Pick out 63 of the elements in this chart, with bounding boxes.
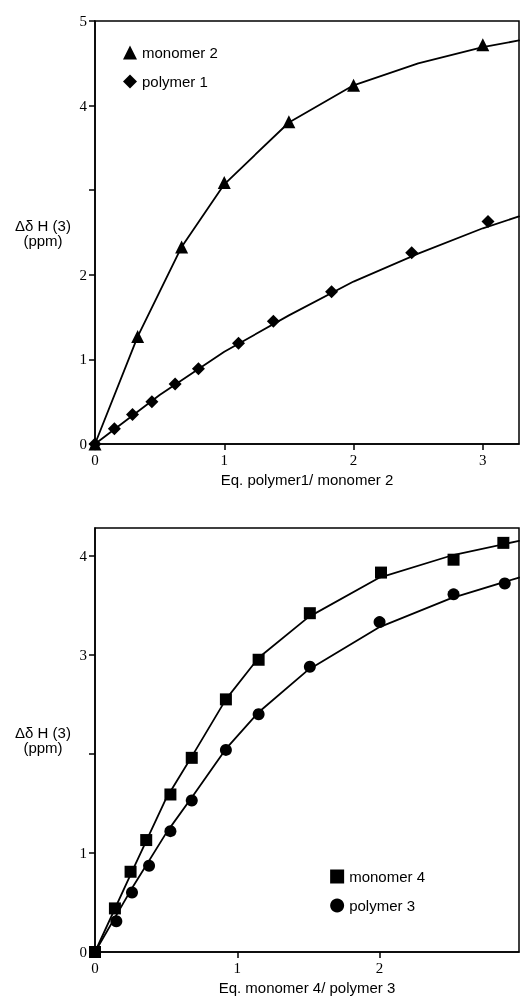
point	[481, 215, 495, 228]
y-axis-title: Δδ H (3) (ppm)	[15, 216, 71, 249]
point	[124, 865, 137, 878]
legend-label: monomer 2	[142, 44, 218, 61]
point	[303, 660, 316, 673]
y-tick-label: 2	[79, 266, 87, 283]
point	[252, 708, 265, 721]
point	[282, 115, 296, 129]
point	[219, 693, 232, 706]
point	[252, 653, 265, 666]
point	[143, 859, 156, 872]
point	[217, 176, 231, 190]
x-tick-label: 0	[91, 451, 99, 468]
point	[168, 377, 182, 391]
point	[191, 362, 205, 376]
point	[325, 285, 339, 299]
point	[140, 834, 153, 847]
y-tick-label: 0	[79, 944, 87, 960]
legend-label: monomer 4	[349, 868, 426, 885]
point	[108, 902, 121, 915]
y-tick-label: 1	[79, 844, 87, 861]
point	[107, 422, 121, 436]
y-tick-label: 5	[79, 13, 87, 29]
point	[175, 240, 189, 254]
y-tick-label: 1	[79, 351, 87, 368]
y-tick-label: 4	[79, 97, 88, 114]
point	[231, 336, 245, 350]
legend-label: polymer 1	[142, 73, 208, 90]
point	[303, 607, 316, 620]
point	[347, 78, 361, 92]
point	[185, 794, 198, 807]
point	[219, 743, 232, 756]
x-tick-label: 1	[220, 451, 229, 468]
legend-label: polymer 3	[349, 897, 415, 914]
point	[125, 407, 139, 421]
point	[266, 314, 280, 328]
point	[131, 330, 145, 344]
point	[373, 616, 386, 629]
x-tick-label: 2	[375, 959, 384, 976]
point	[145, 395, 159, 409]
point	[164, 825, 177, 838]
point	[498, 577, 511, 590]
point	[185, 751, 198, 764]
point	[476, 38, 490, 52]
point	[447, 553, 460, 566]
point	[126, 886, 138, 899]
x-axis-title: Eq. polymer1/ monomer 2	[220, 471, 394, 488]
y-axis-title: Δδ H (3) (ppm)	[15, 724, 71, 756]
x-tick-label: 0	[91, 959, 99, 976]
point	[164, 788, 177, 801]
x-axis-title: Eq. monomer 4/ polymer 3	[218, 979, 396, 996]
point	[374, 566, 387, 579]
y-tick-label: 4	[79, 547, 88, 564]
point	[497, 536, 510, 549]
x-tick-label: 1	[233, 959, 242, 976]
point	[405, 246, 419, 260]
y-tick-label: 0	[79, 436, 87, 452]
x-tick-label: 3	[479, 451, 487, 468]
x-tick-label: 2	[349, 451, 358, 468]
point	[89, 946, 101, 958]
point	[447, 588, 460, 601]
point	[110, 915, 123, 928]
y-tick-label: 3	[79, 646, 87, 663]
